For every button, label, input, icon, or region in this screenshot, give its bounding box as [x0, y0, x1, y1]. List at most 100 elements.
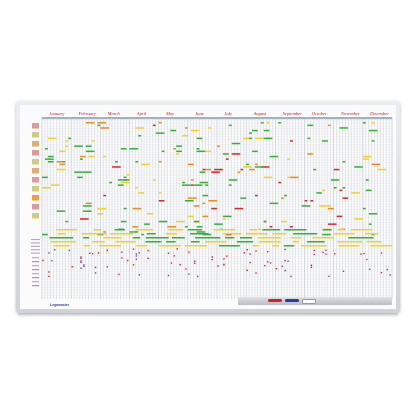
- planner-dot: [334, 253, 336, 255]
- planner-entry: [42, 187, 51, 189]
- planner-entry: [365, 189, 372, 192]
- planner-entry: [281, 197, 284, 199]
- planner-dot: [264, 264, 266, 267]
- planner-entry: [152, 124, 156, 127]
- planner-entry: [91, 140, 95, 142]
- planner-dot: [71, 266, 73, 268]
- planner-entry: [281, 220, 287, 223]
- planner-entry: [158, 122, 162, 124]
- planner-entry: [190, 179, 194, 181]
- planner-entry: [214, 168, 223, 171]
- planner-entry: [222, 215, 232, 218]
- planner-dot: [386, 268, 388, 271]
- planner-entry: [205, 184, 209, 186]
- planner-dot: [322, 251, 324, 254]
- planner-entry: [182, 184, 191, 186]
- planner-band: [57, 233, 66, 235]
- planner-dot: [147, 249, 149, 252]
- planner-entry: [42, 176, 48, 179]
- planner-dot: [366, 258, 368, 261]
- planner-entry: [260, 166, 270, 168]
- planner-entry: [199, 181, 209, 184]
- planner-dot: [310, 266, 313, 269]
- planner-band: [103, 237, 122, 239]
- legend-swatch: [32, 159, 39, 165]
- planner-dot: [126, 259, 129, 262]
- planner-entry: [129, 148, 139, 150]
- planner-entry: [322, 140, 328, 142]
- planner-entry: [123, 179, 130, 181]
- legend-swatch: [32, 123, 39, 129]
- planner-entry: [225, 158, 229, 160]
- blue-marker[interactable]: [285, 299, 299, 302]
- planner-entry: [85, 150, 95, 153]
- planner-entry: [167, 226, 177, 228]
- planner-dot: [211, 258, 213, 261]
- planner-entry: [377, 168, 387, 171]
- planner-entry: [185, 127, 188, 129]
- planner-entry: [173, 148, 177, 150]
- eraser[interactable]: [302, 299, 316, 304]
- planner-entry: [97, 207, 107, 210]
- planner-entry: [112, 166, 121, 168]
- planner-entry: [249, 132, 252, 134]
- planner-band: [110, 233, 134, 235]
- planner-dot: [97, 252, 100, 254]
- planner-dot: [173, 255, 176, 257]
- brand-mark: Legamaster: [50, 303, 70, 307]
- red-marker[interactable]: [268, 299, 282, 302]
- planner-band: [184, 245, 208, 247]
- planner-entry: [158, 161, 162, 163]
- legend-swatch: [32, 150, 39, 156]
- planner-entry: [231, 153, 241, 155]
- legend-swatch: [32, 186, 39, 192]
- planner-entry: [132, 207, 142, 210]
- planner-entry: [176, 220, 185, 223]
- planner-entry: [368, 223, 372, 225]
- planner-entry: [196, 150, 206, 153]
- legend-swatch: [32, 204, 39, 210]
- planner-entry: [333, 168, 340, 171]
- planner-dot: [211, 256, 213, 258]
- planner-band: [213, 229, 236, 231]
- planner-entry: [196, 148, 200, 150]
- planner-entry: [190, 129, 200, 132]
- planner-entry: [45, 148, 48, 150]
- planner-entry: [257, 228, 261, 231]
- planner-entry: [252, 129, 258, 132]
- planner-band: [312, 237, 334, 239]
- planner-band: [366, 241, 382, 243]
- planner-entry: [141, 163, 150, 166]
- planner-entry: [284, 194, 287, 197]
- planner-entry: [88, 155, 95, 158]
- planner-entry: [342, 187, 346, 189]
- planner-entry: [243, 137, 252, 140]
- planner-dot: [290, 275, 292, 278]
- legend-swatch: [32, 132, 39, 138]
- planner-entry: [287, 158, 290, 160]
- planner-dot: [68, 249, 71, 252]
- planner-band: [348, 237, 374, 239]
- planner-entry: [243, 166, 252, 168]
- planner-dot: [94, 266, 97, 269]
- planner-dot: [167, 274, 170, 277]
- month-label: April: [136, 111, 147, 116]
- planner-band: [252, 245, 260, 247]
- planner-entry: [158, 200, 165, 202]
- month-label: September: [283, 111, 303, 116]
- planner-entry: [202, 202, 206, 205]
- month-label: November: [340, 111, 360, 116]
- legend-line: [32, 265, 39, 267]
- planner-entry: [59, 150, 66, 153]
- planner-entry: [228, 184, 232, 186]
- planner-entry: [217, 145, 220, 147]
- planner-band: [171, 237, 185, 239]
- planner-entry: [240, 168, 244, 171]
- planner-dot: [170, 262, 173, 264]
- planner-entry: [307, 124, 314, 127]
- planner-band: [257, 237, 281, 239]
- planner-band: [187, 229, 203, 231]
- planner-dot: [135, 258, 138, 260]
- month-label: August: [252, 111, 266, 116]
- planner-dot: [325, 253, 327, 255]
